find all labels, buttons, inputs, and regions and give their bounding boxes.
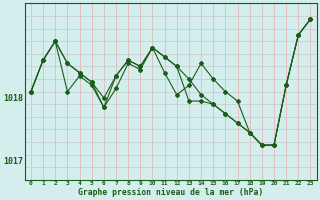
X-axis label: Graphe pression niveau de la mer (hPa): Graphe pression niveau de la mer (hPa): [78, 188, 263, 197]
